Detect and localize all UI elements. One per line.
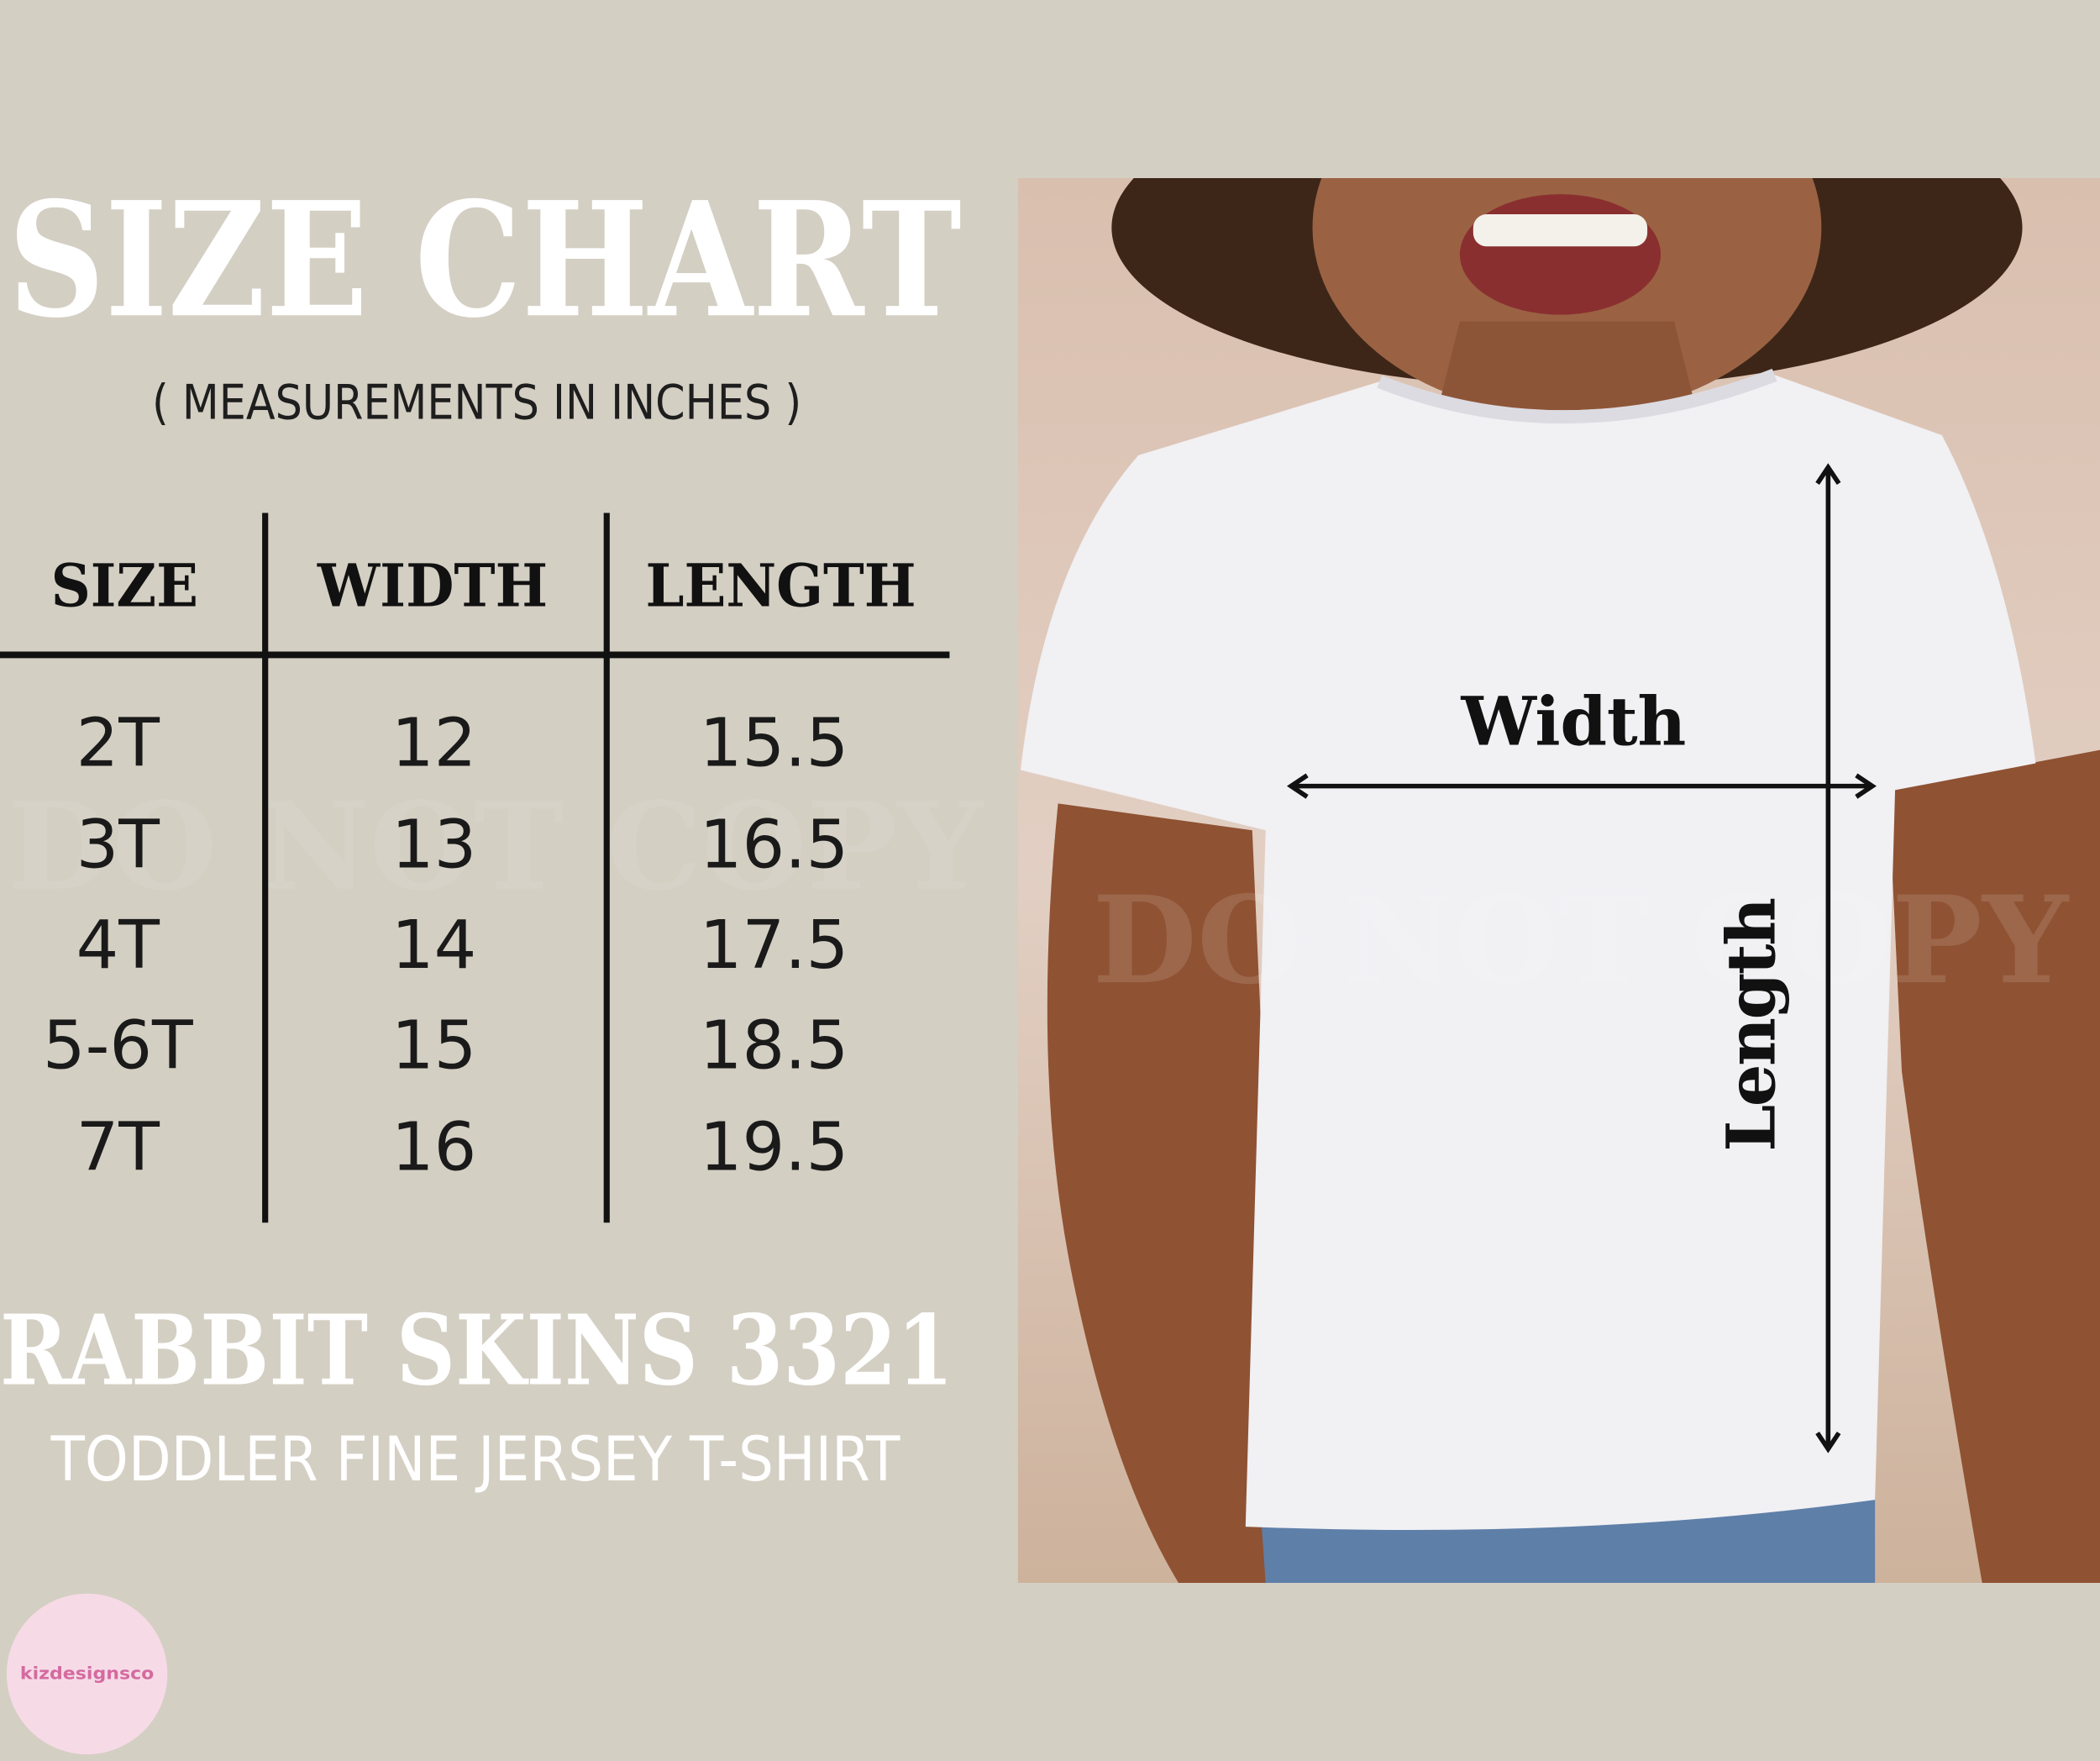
table-cell: 19.5 [700, 1108, 848, 1186]
left-arm [1047, 803, 1286, 1584]
right-arm [1888, 749, 2100, 1584]
mouth [1459, 194, 1662, 315]
table-cell: 17.5 [700, 906, 848, 984]
table-cell: 15.5 [700, 703, 848, 781]
table-cell: 14 [391, 906, 476, 984]
subtitle: ( MEASUREMENTS IN INCHES ) [152, 375, 801, 431]
brand: RABBIT SKINS 3321 [0, 1295, 953, 1408]
photo: DO NOT COPY [1017, 177, 2100, 1584]
t-shirt [1020, 375, 2036, 1531]
column-header: SIZE [51, 550, 198, 620]
collar [1377, 368, 1777, 424]
neck [1432, 321, 1701, 429]
table-cell: 12 [391, 703, 476, 781]
watermark: DO NOT COPY [1092, 869, 2069, 1011]
width-label: Width [1460, 681, 1686, 760]
table-cell: 15 [391, 1007, 476, 1085]
table-cell: 13 [391, 806, 476, 884]
table-cell: 3T [76, 806, 160, 884]
table-cell: 2T [76, 703, 160, 781]
table-cell: 18.5 [700, 1007, 848, 1085]
description: TODDLER FINE JERSEY T-SHIRT [50, 1424, 900, 1496]
table-cell: 5-6T [43, 1007, 193, 1085]
length-label: Length [1712, 897, 1791, 1152]
logo-text: kizdesignsco [20, 1663, 154, 1683]
title: SIZE CHART [8, 167, 962, 353]
table-cell: 7T [76, 1108, 160, 1186]
table-cell: 4T [76, 906, 160, 984]
table-cell: 16 [391, 1108, 476, 1186]
width-arrowheads [1286, 773, 1877, 799]
size-table: SIZE WIDTH LENGTH 2T 12 15.5 3T 13 16.5 4T 14 17.5 5… [0, 513, 950, 1223]
column-header: LENGTH [645, 550, 916, 620]
measure-arrows [1286, 463, 1877, 1453]
length-arrowheads [1815, 463, 1841, 1453]
logo-badge [6, 1593, 168, 1755]
teeth [1473, 214, 1648, 247]
column-header: WIDTH [317, 550, 548, 620]
table-cell: 16.5 [700, 806, 848, 884]
watermark: DO NOT COPY [8, 775, 984, 917]
